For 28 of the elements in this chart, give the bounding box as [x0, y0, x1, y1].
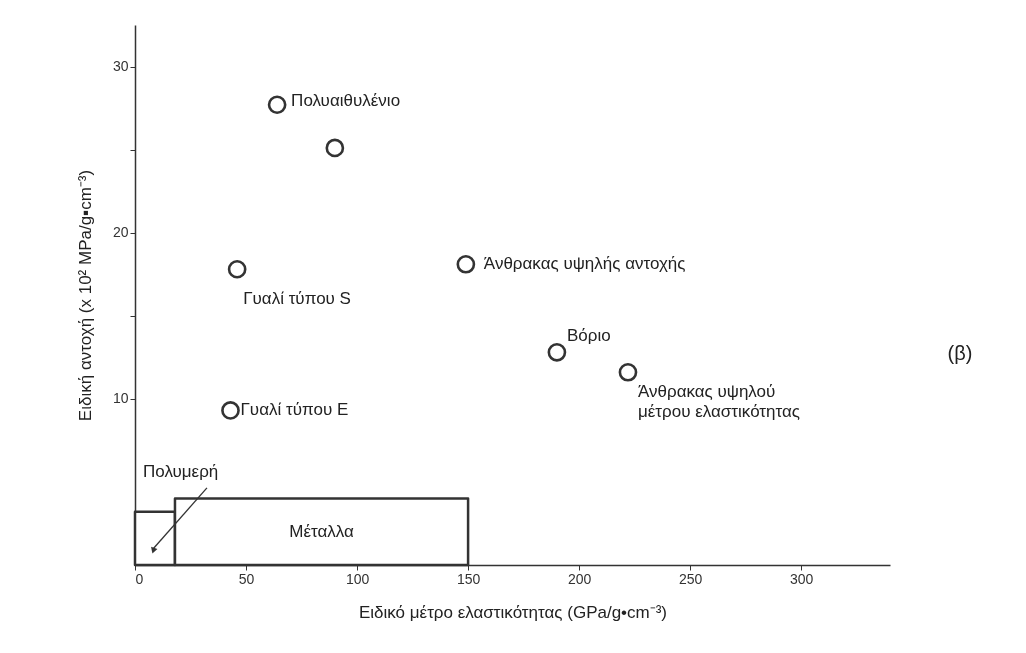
point [221, 401, 240, 420]
x-tick-label: 150 [456, 570, 481, 587]
point [456, 254, 476, 274]
annotation: Γυαλί τύπου E [240, 400, 349, 420]
x-tick-label: 50 [238, 570, 255, 587]
y-axis-title: Ειδική αντοχή (x 10² MPa/g▪cm⁻³) [75, 169, 95, 422]
x-tick-label: 200 [567, 570, 592, 587]
series-label: Μέταλλα [289, 521, 354, 541]
point [618, 362, 638, 382]
y-tick-label: 20 [112, 224, 129, 241]
x-tick-label: 250 [678, 570, 703, 587]
annotation: Άνθρακας υψηλής αντοχής [483, 254, 686, 274]
annotation: Άνθρακας υψηλού μέτρου ελαστικότητας [637, 382, 801, 422]
x-tick-label: 300 [790, 570, 814, 587]
y-tick-label: 30 [112, 58, 129, 75]
series-label: Πολυμερή [143, 461, 219, 481]
x-tick-label: 0 [135, 570, 144, 587]
text: (β) [947, 342, 973, 365]
annotation: Πολυαιθυλένιο [291, 90, 401, 110]
annotation: Γυαλί τύπου S [243, 289, 351, 309]
point [227, 259, 247, 279]
x-axis-title: Ειδικό μέτρο ελαστικότητας (GPa/g•cm⁻³) [358, 602, 668, 622]
point [325, 138, 345, 158]
y-tick-label: 10 [112, 390, 129, 407]
annotation: Βόριο [566, 326, 611, 346]
x-tick-label: 100 [345, 570, 370, 587]
point [547, 342, 567, 362]
point [267, 95, 287, 115]
